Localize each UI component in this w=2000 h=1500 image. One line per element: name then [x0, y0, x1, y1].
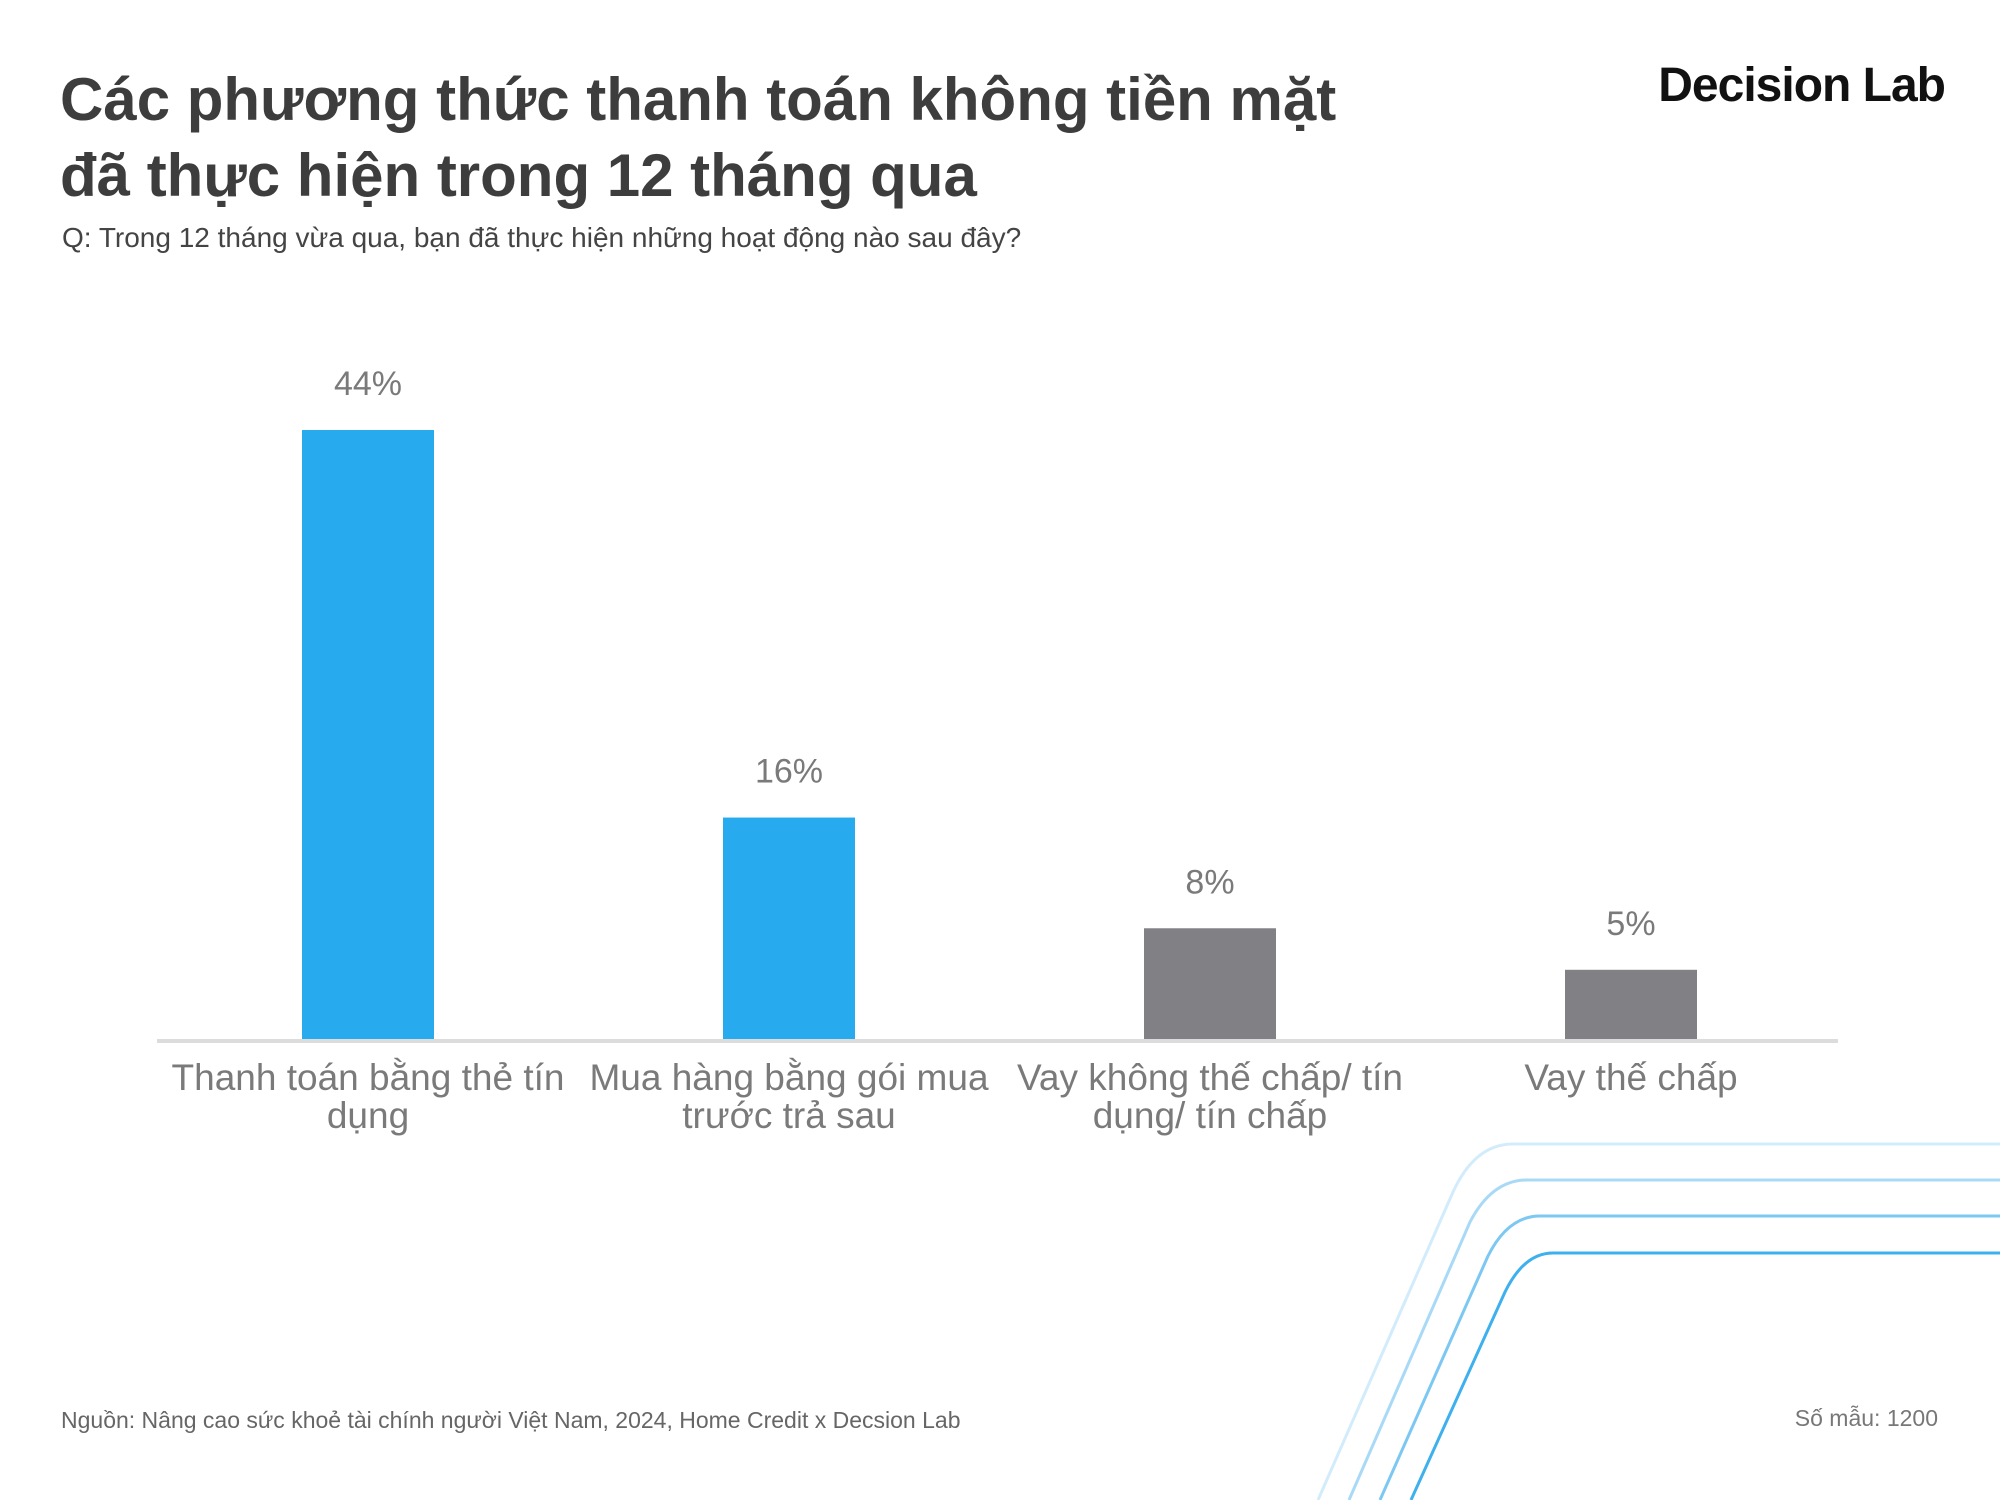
decorative-line [1347, 1178, 2000, 1500]
category-label: trước trả sau [682, 1095, 896, 1136]
decorative-line [1316, 1142, 2000, 1500]
category-label: Vay không thế chấp/ tín [1017, 1057, 1403, 1098]
bar [302, 430, 434, 1039]
data-label: 5% [1606, 905, 1655, 943]
title-line-1: Các phương thức thanh toán không tiền mặ… [60, 66, 1337, 133]
bar [723, 817, 855, 1039]
source-note: Nguồn: Nâng cao sức khoẻ tài chính người… [61, 1407, 961, 1433]
decorative-line [1409, 1251, 2000, 1500]
chart-title: Các phương thức thanh toán không tiền mặ… [60, 62, 1336, 214]
bar [1144, 928, 1276, 1039]
data-label: 16% [755, 753, 823, 791]
decorative-lines [1316, 1142, 2000, 1500]
decision-lab-logo: Decision Lab [1658, 59, 1946, 112]
category-label: Mua hàng bằng gói mua [589, 1057, 988, 1098]
title-line-2: đã thực hiện trong 12 tháng qua [60, 142, 977, 209]
category-label: Vay thế chấp [1524, 1057, 1737, 1098]
category-label: Thanh toán bằng thẻ tín [172, 1057, 565, 1098]
category-label: dụng/ tín chấp [1093, 1095, 1328, 1136]
chart-subtitle: Q: Trong 12 tháng vừa qua, bạn đã thực h… [62, 222, 1022, 253]
decorative-line [1378, 1214, 2000, 1500]
sample-size: Số mẫu: 1200 [1794, 1405, 1938, 1431]
bar [1565, 969, 1697, 1039]
data-label: 8% [1185, 863, 1234, 901]
data-label: 44% [334, 365, 402, 403]
category-label: dụng [327, 1095, 409, 1136]
